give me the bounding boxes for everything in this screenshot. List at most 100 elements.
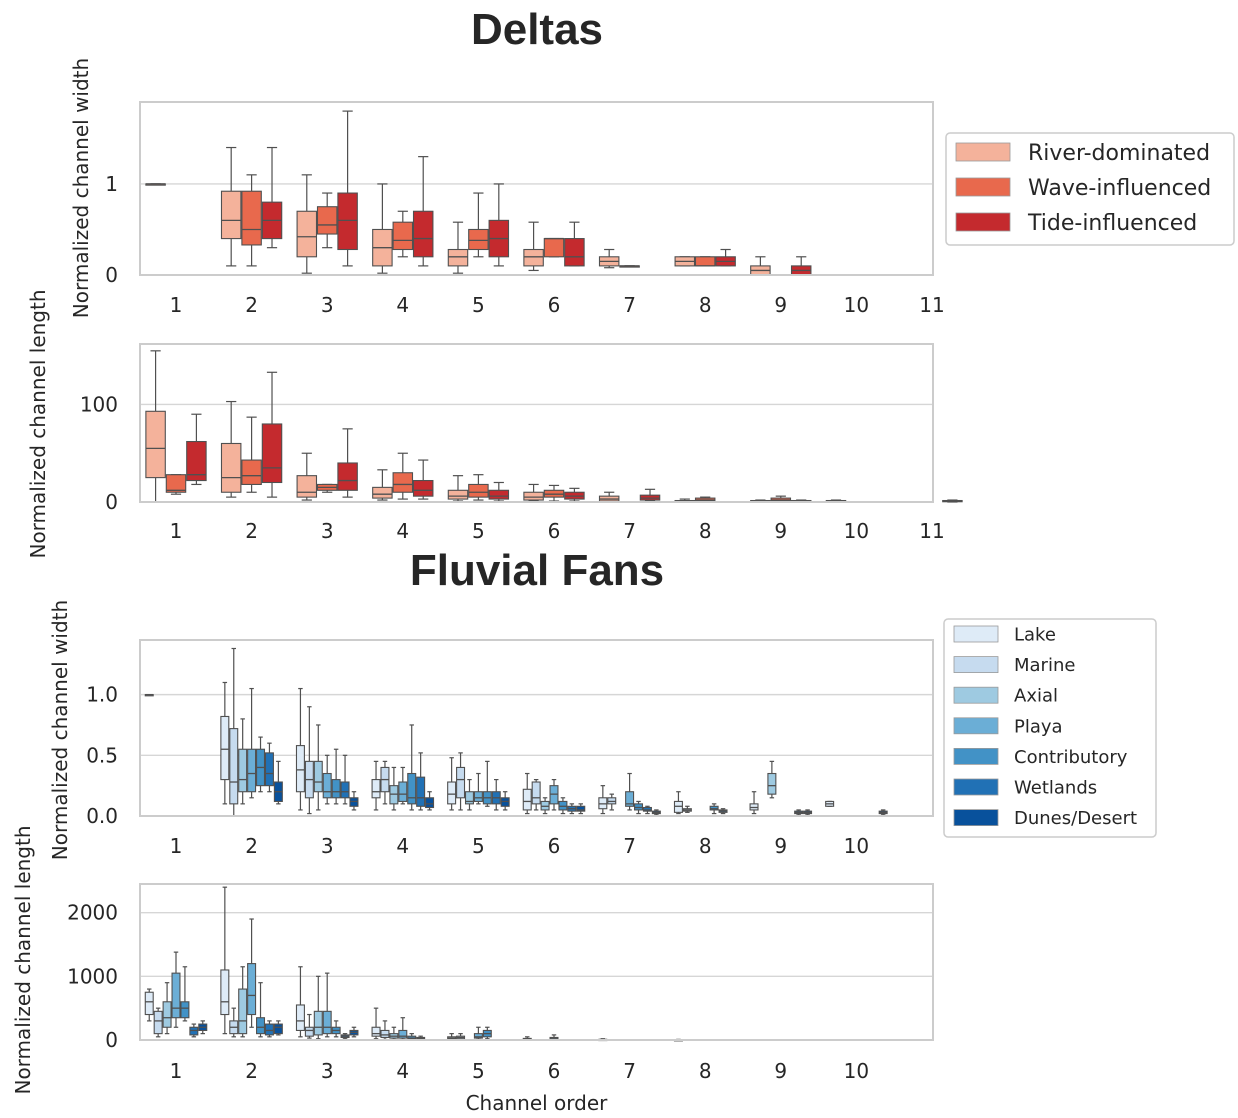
box <box>673 791 683 815</box>
box-body <box>145 410 166 479</box>
x-tick-label: 5 <box>472 834 485 858</box>
series-river-dominated <box>145 146 771 276</box>
box-body <box>447 489 469 500</box>
box <box>247 687 257 799</box>
x-tick-label: 1 <box>170 519 183 543</box>
series-playa <box>171 918 559 1041</box>
box <box>398 1017 408 1040</box>
box <box>567 803 577 815</box>
legend-swatch <box>953 809 999 826</box>
x-tick-label: 4 <box>396 1059 409 1083</box>
x-tick-label: 10 <box>844 1059 869 1083</box>
box-body <box>304 1026 314 1037</box>
box <box>447 757 457 811</box>
deltas-title: Deltas <box>471 5 603 54</box>
x-tick-label: 9 <box>774 1059 787 1083</box>
legend-label: Contributory <box>1014 747 1128 768</box>
box <box>447 221 469 274</box>
box-body <box>398 781 408 802</box>
box <box>473 1026 483 1040</box>
box <box>651 809 661 816</box>
box <box>331 1020 341 1038</box>
x-tick-label: 6 <box>548 1059 561 1083</box>
legend-swatch <box>953 625 999 643</box>
box-body <box>392 472 414 493</box>
box <box>220 400 242 498</box>
box <box>398 766 408 805</box>
series-contributory <box>256 724 719 815</box>
box-body <box>425 797 435 809</box>
box <box>340 1033 350 1040</box>
box-body <box>543 238 565 258</box>
legend-label: Wave-influenced <box>1028 176 1211 201</box>
box <box>322 972 332 1038</box>
box-body <box>694 256 716 267</box>
legend-swatch <box>953 748 999 765</box>
box <box>229 1007 239 1038</box>
x-tick-label: 9 <box>774 834 787 858</box>
box-body <box>180 1001 190 1019</box>
box-body <box>247 748 257 793</box>
box <box>264 1020 274 1038</box>
box <box>389 766 399 811</box>
series-dunes-desert <box>273 760 888 816</box>
box <box>456 752 466 811</box>
box-body <box>296 210 318 258</box>
series-contributory <box>180 966 492 1040</box>
x-tick-label: 2 <box>245 519 258 543</box>
box-body <box>523 248 544 267</box>
box-body <box>241 459 262 485</box>
x-tick-label: 10 <box>844 519 869 543</box>
box <box>220 886 230 1035</box>
x-tick-label: 1 <box>170 293 183 317</box>
plot-frame <box>139 101 934 276</box>
series-axial <box>238 718 777 815</box>
legend-item: Wave-influenced <box>955 176 1211 201</box>
box-body <box>380 1029 390 1039</box>
box <box>531 778 541 811</box>
box-body <box>564 238 585 267</box>
plot-area <box>140 884 933 1040</box>
box <box>380 760 390 805</box>
series-dunes-desert <box>198 1020 359 1038</box>
x-tick-label: 2 <box>245 1059 258 1083</box>
box <box>715 248 736 267</box>
box-body <box>153 1010 163 1035</box>
box <box>238 718 248 805</box>
x-tick-label: 6 <box>548 834 561 858</box>
box <box>295 687 305 811</box>
x-tick-label: 4 <box>396 293 409 317</box>
box <box>392 452 414 500</box>
x-tick-label: 3 <box>321 834 334 858</box>
legend-label: River-dominated <box>1028 141 1210 166</box>
legend-item: Wetlands <box>953 777 1097 798</box>
box-body <box>238 988 248 1035</box>
box-body <box>264 1023 274 1036</box>
box-body <box>261 423 283 484</box>
box-body <box>144 991 154 1016</box>
box <box>825 800 835 807</box>
legend-item: Dunes/Desert <box>953 808 1137 829</box>
legend-swatch <box>955 212 1011 232</box>
legend-swatch <box>955 142 1011 162</box>
box-body <box>407 772 417 805</box>
x-tick-label: 8 <box>699 1059 712 1083</box>
legend-swatch <box>953 656 999 673</box>
box <box>322 754 332 805</box>
box <box>145 183 166 186</box>
box-body <box>522 788 532 811</box>
x-tick-label: 3 <box>321 1059 334 1083</box>
y-tick-label: 2000 <box>67 901 118 925</box>
y-tick-label: 1.0 <box>86 683 118 707</box>
x-tick-label: 10 <box>844 293 869 317</box>
box <box>619 265 640 268</box>
box <box>189 1023 199 1038</box>
x-tick-label: 4 <box>396 519 409 543</box>
box <box>220 681 230 805</box>
box <box>296 174 318 274</box>
x-tick-label: 9 <box>774 519 787 543</box>
plot-frame <box>139 883 934 1041</box>
box <box>803 809 813 816</box>
x-tick-label: 3 <box>321 519 334 543</box>
